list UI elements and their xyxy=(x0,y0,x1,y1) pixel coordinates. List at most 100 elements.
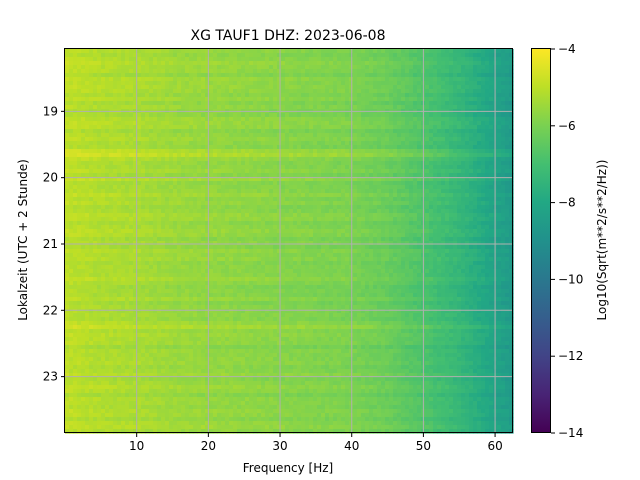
heatmap-cell xyxy=(285,161,290,166)
heatmap-cell xyxy=(341,189,346,194)
heatmap-cell xyxy=(437,137,442,142)
heatmap-cell xyxy=(341,145,346,150)
heatmap-cell xyxy=(133,49,138,54)
heatmap-cell xyxy=(393,137,398,142)
heatmap-cell xyxy=(85,49,90,54)
heatmap-cell xyxy=(293,173,298,178)
heatmap-cell xyxy=(289,125,294,130)
heatmap-cell xyxy=(153,61,158,66)
heatmap-cell xyxy=(153,209,158,214)
heatmap-cell xyxy=(309,105,314,110)
heatmap-cell xyxy=(505,129,510,134)
heatmap-cell xyxy=(113,57,118,62)
heatmap-cell xyxy=(477,181,482,186)
heatmap-cell xyxy=(329,189,334,194)
heatmap-cell xyxy=(389,169,394,174)
heatmap-cell xyxy=(205,141,210,146)
heatmap-cell xyxy=(185,73,190,78)
heatmap-cell xyxy=(81,193,86,198)
heatmap-cell xyxy=(245,85,250,90)
heatmap-cell xyxy=(413,49,418,54)
heatmap-cell xyxy=(137,81,142,86)
heatmap-cell xyxy=(225,161,230,166)
heatmap-cell xyxy=(417,165,422,170)
heatmap-cell xyxy=(137,117,142,122)
heatmap-cell xyxy=(73,145,78,150)
heatmap-cell xyxy=(509,189,514,194)
heatmap-cell xyxy=(341,149,346,154)
heatmap-cell xyxy=(497,53,502,58)
heatmap-cell xyxy=(265,157,270,162)
heatmap-cell xyxy=(173,153,178,158)
heatmap-cell xyxy=(449,181,454,186)
heatmap-cell xyxy=(101,73,106,78)
heatmap-cell xyxy=(233,105,238,110)
heatmap-cell xyxy=(149,161,154,166)
heatmap-cell xyxy=(125,221,130,226)
heatmap-cell xyxy=(337,61,342,66)
heatmap-cell xyxy=(333,221,338,226)
heatmap-cell xyxy=(385,185,390,190)
heatmap-cell xyxy=(165,161,170,166)
heatmap-cell xyxy=(345,197,350,202)
heatmap-cell xyxy=(269,101,274,106)
heatmap-cell xyxy=(209,77,214,82)
heatmap-cell xyxy=(309,201,314,206)
heatmap-cell xyxy=(81,89,86,94)
heatmap-cell xyxy=(81,101,86,106)
heatmap-cell xyxy=(397,93,402,98)
heatmap-cell xyxy=(465,177,470,182)
heatmap-cell xyxy=(425,197,430,202)
heatmap-cell xyxy=(357,49,362,54)
heatmap-cell xyxy=(293,181,298,186)
heatmap-cell xyxy=(345,129,350,134)
heatmap-cell xyxy=(225,201,230,206)
heatmap-cell xyxy=(237,145,242,150)
heatmap-cell xyxy=(193,221,198,226)
heatmap-cell xyxy=(253,181,258,186)
heatmap-cell xyxy=(285,189,290,194)
heatmap-cell xyxy=(209,217,214,222)
heatmap-cell xyxy=(65,101,70,106)
heatmap-cell xyxy=(409,77,414,82)
heatmap-cell xyxy=(345,177,350,182)
heatmap-cell xyxy=(153,137,158,142)
heatmap-cell xyxy=(317,113,322,118)
heatmap-cell xyxy=(149,173,154,178)
heatmap-cell xyxy=(225,89,230,94)
heatmap-cell xyxy=(441,105,446,110)
heatmap-cell xyxy=(341,165,346,170)
heatmap-cell xyxy=(397,209,402,214)
heatmap-cell xyxy=(401,205,406,210)
heatmap-cell xyxy=(329,197,334,202)
heatmap-cell xyxy=(365,65,370,70)
heatmap-cell xyxy=(65,193,70,198)
heatmap-cell xyxy=(133,65,138,70)
heatmap-cell xyxy=(253,57,258,62)
heatmap-cell xyxy=(405,101,410,106)
heatmap-cell xyxy=(257,141,262,146)
heatmap-cell xyxy=(253,65,258,70)
heatmap-cell xyxy=(389,117,394,122)
heatmap-cell xyxy=(309,197,314,202)
heatmap-cell xyxy=(449,153,454,158)
heatmap-cell xyxy=(81,153,86,158)
heatmap-cell xyxy=(457,69,462,74)
heatmap-cell xyxy=(501,89,506,94)
heatmap-cell xyxy=(249,205,254,210)
heatmap-cell xyxy=(217,121,222,126)
heatmap-cell xyxy=(177,57,182,62)
heatmap-cell xyxy=(441,217,446,222)
heatmap-cell xyxy=(345,181,350,186)
heatmap-cell xyxy=(121,125,126,130)
heatmap-cell xyxy=(433,129,438,134)
heatmap-cell xyxy=(313,57,318,62)
heatmap-cell xyxy=(365,221,370,226)
heatmap-cell xyxy=(85,81,90,86)
heatmap-cell xyxy=(333,169,338,174)
heatmap-cell xyxy=(169,61,174,66)
heatmap-cell xyxy=(165,97,170,102)
heatmap-cell xyxy=(81,53,86,58)
heatmap-cell xyxy=(153,221,158,226)
heatmap-cell xyxy=(189,145,194,150)
